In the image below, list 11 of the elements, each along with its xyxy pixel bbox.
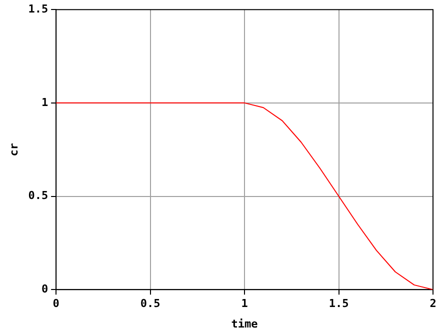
x-tick-label: 0: [52, 297, 60, 310]
y-tick-label: 1: [41, 96, 48, 109]
y-tick-label: 1.5: [28, 2, 48, 16]
x-tick-label: 2: [430, 297, 436, 310]
x-tick-label: 1.5: [328, 297, 349, 310]
x-axis-title: time: [231, 317, 258, 330]
x-tick-label: 0.5: [140, 297, 160, 310]
y-axis-title: cr: [7, 142, 20, 156]
y-tick-label: 0.5: [28, 189, 48, 202]
y-tick-label: 0: [41, 282, 48, 296]
x-tick-label: 1: [241, 297, 248, 310]
